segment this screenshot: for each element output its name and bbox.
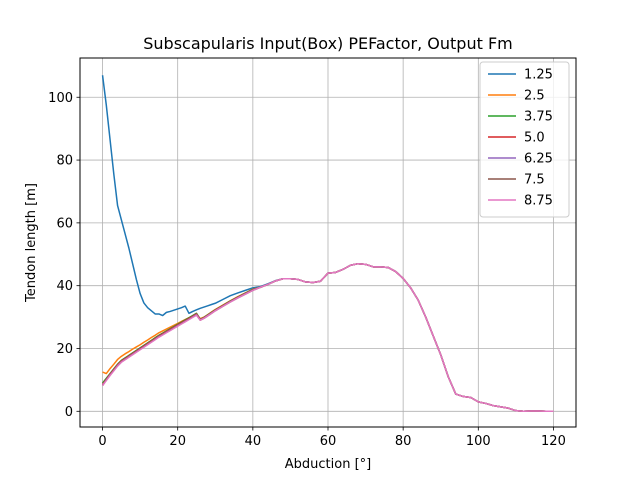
series-lines [101,75,554,413]
y-tick-label: 60 [56,216,73,231]
y-tick-label: 0 [65,405,73,420]
legend-label: 5.0 [524,131,545,146]
x-tick-label: 0 [98,434,106,449]
legend-label: 3.75 [524,110,553,125]
y-tick-label: 100 [48,91,73,106]
legend-label: 8.75 [524,194,553,209]
series-line-8.75 [101,262,554,413]
legend-label: 1.25 [524,68,553,83]
legend: 1.25 2.5 3.75 5.0 6.25 7.5 8.75 [479,61,570,218]
y-tick-label: 40 [56,279,73,294]
x-tick-label: 40 [245,434,262,449]
y-axis-label: Tendon length [m] [24,183,39,303]
x-tick-label: 80 [395,434,412,449]
x-tick-label: 100 [466,434,491,449]
grid [80,58,576,427]
legend-label: 2.5 [524,89,545,104]
chart-title: Subscapularis Input(Box) PEFactor, Outpu… [143,34,512,53]
y-tick-label: 80 [56,154,73,169]
tick-marks: 0 20 40 60 80 100 120 0 20 40 60 80 100 [48,91,566,449]
y-tick-label: 20 [56,342,73,357]
x-tick-label: 20 [169,434,186,449]
x-tick-label: 120 [541,434,566,449]
legend-label: 7.5 [524,173,545,188]
x-axis-label: Abduction [°] [285,457,371,472]
legend-label: 6.25 [524,152,553,167]
x-tick-label: 60 [320,434,337,449]
